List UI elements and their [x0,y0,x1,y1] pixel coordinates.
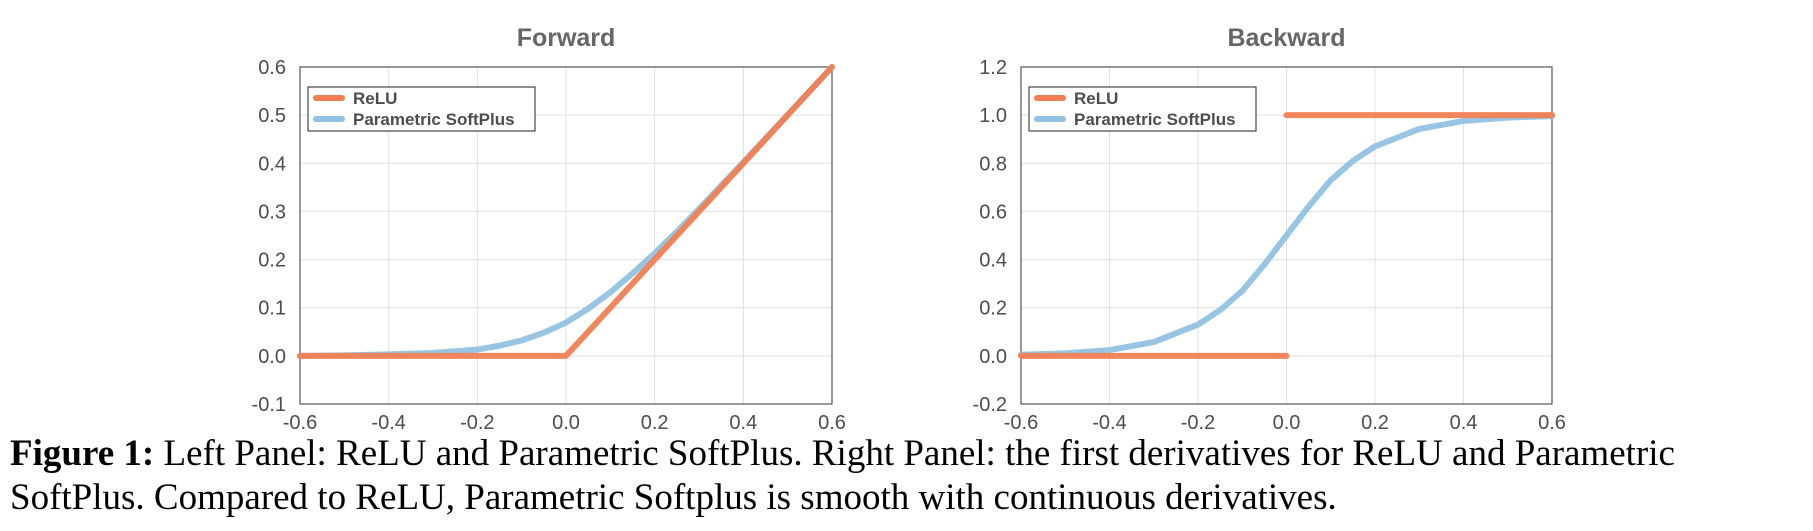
y-tick-label: 1.0 [979,105,1007,127]
y-tick-label: 0.2 [258,250,286,272]
y-tick-label: 0.6 [258,57,286,79]
y-tick-label: 0.4 [979,250,1007,272]
plot-frame [299,66,833,405]
x-tick-label: -0.4 [1092,412,1126,430]
x-tick-label: 0.2 [1361,412,1389,430]
x-tick-label: 0.4 [1450,412,1478,430]
y-tick-label: 0.5 [258,105,286,127]
caption-text: Left Panel: ReLU and Parametric SoftPlus… [10,433,1675,518]
y-tick-label: 0.6 [979,201,1007,223]
x-tick-label: -0.6 [1004,412,1038,430]
figure: Forward -0.6 -0.4 -0.2 0.0 0.2 0.4 0.6 -0.1 0.0 0.… [252,24,1566,430]
x-tick-label: -0.4 [371,412,405,430]
forward-panel: Forward -0.6 -0.4 -0.2 0.0 0.2 0.4 0.6 -0.1 0.0 0.… [252,24,846,430]
legend-label: Parametric SoftPlus [353,110,515,129]
backward-chart-title: Backward [1227,24,1345,52]
y-tick-label: 0.0 [258,346,286,368]
y-tick-label: 1.2 [979,57,1007,79]
plot-frame [1020,66,1553,405]
forward-chart-title: Forward [517,24,616,52]
figure-caption: Figure 1: Left Panel: ReLU and Parametri… [10,432,1810,520]
x-tick-label: 0.0 [552,412,580,430]
legend-box [307,86,536,132]
y-tick-label: 0.0 [979,346,1007,368]
y-tick-label: 0.3 [258,201,286,223]
y-tick-label: -0.1 [252,394,286,416]
y-tick-label: 0.8 [979,153,1007,175]
legend-box [1028,86,1257,132]
series-line-parametric-softplus [1018,113,1555,358]
x-tick-label: -0.2 [1181,412,1215,430]
x-tick-label: 0.6 [1538,412,1566,430]
backward-panel: Backward -0.6 -0.4 -0.2 0.0 0.2 0.4 0.6 -0.2 0.0 0… [973,24,1566,430]
x-tick-label: 0.6 [818,412,846,430]
legend-label: Parametric SoftPlus [1074,110,1236,129]
x-tick-label: 0.0 [1273,412,1301,430]
legend-label: ReLU [1074,89,1118,108]
legend-label: ReLU [353,89,397,108]
y-tick-label: -0.2 [973,394,1007,416]
x-tick-label: 0.4 [729,412,757,430]
x-tick-label: -0.2 [460,412,494,430]
y-tick-label: 0.1 [258,298,286,320]
y-tick-label: 0.4 [258,153,286,175]
x-tick-label: 0.2 [641,412,669,430]
x-tick-label: -0.6 [283,412,317,430]
series-line-relu [297,64,835,359]
y-tick-label: 0.2 [979,298,1007,320]
caption-label: Figure 1: [10,433,155,474]
